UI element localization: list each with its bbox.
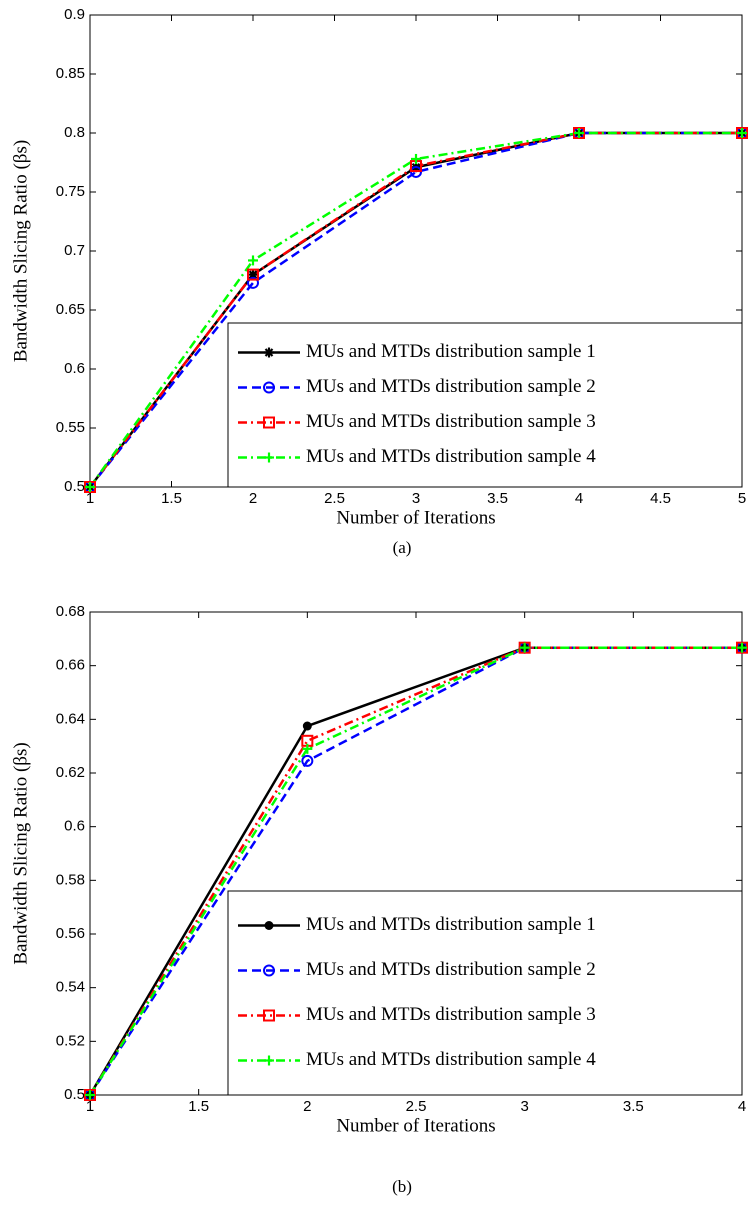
y-tick-label: 0.5 — [64, 1086, 85, 1103]
legend-box — [227, 322, 743, 488]
marker-shape — [263, 1009, 275, 1022]
marker — [301, 754, 314, 767]
marker-shape — [247, 276, 259, 289]
marker-shape — [263, 416, 275, 429]
series-line — [88, 646, 742, 1096]
marker — [263, 416, 275, 429]
y-tick-label: 0.7 — [64, 242, 85, 259]
y-tick-label: 0.85 — [56, 65, 85, 82]
legend-box — [227, 890, 743, 1096]
y-tick-label: 0.9 — [64, 6, 85, 23]
x-tick-label: 1.5 — [188, 1098, 209, 1115]
legend-label: MUs and MTDs distribution sample 2 — [306, 376, 596, 397]
marker — [247, 268, 259, 281]
x-tick-label: 4 — [575, 490, 583, 507]
legend-label: MUs and MTDs distribution sample 1 — [306, 914, 596, 935]
marker — [737, 642, 747, 653]
y-axis-label: Bandwidth Slicing Ratio (βs) — [10, 742, 31, 964]
marker-shape — [263, 381, 275, 394]
x-axis-label: Number of Iterations — [336, 507, 495, 528]
marker — [574, 128, 584, 138]
marker — [263, 381, 275, 394]
x-tick-label: 3.5 — [623, 1098, 644, 1115]
legend: MUs and MTDs distribution sample 1 MUs an… — [227, 322, 743, 488]
y-tick-label: 0.62 — [56, 764, 85, 781]
x-tick-label: 1 — [86, 490, 94, 507]
marker — [737, 128, 747, 138]
marker — [263, 964, 275, 977]
x-tick-label: 4.5 — [650, 490, 671, 507]
marker — [411, 153, 421, 164]
marker — [247, 276, 259, 289]
series-line — [88, 646, 742, 1096]
marker — [264, 1055, 274, 1066]
y-tick-label: 0.68 — [56, 603, 85, 620]
y-tick-label: 0.75 — [56, 183, 85, 200]
y-tick-label: 0.6 — [64, 360, 85, 377]
legend-label: MUs and MTDs distribution sample 4 — [306, 446, 596, 467]
x-tick-label: 2 — [249, 490, 257, 507]
caption: (a) — [393, 538, 412, 557]
y-tick-label: 0.58 — [56, 871, 85, 888]
y-tick-label: 0.64 — [56, 710, 85, 727]
y-tick-label: 0.66 — [56, 657, 85, 674]
x-tick-label: 2.5 — [406, 1098, 427, 1115]
marker — [263, 1009, 275, 1022]
marker — [264, 452, 274, 463]
x-tick-label: 2 — [303, 1098, 311, 1115]
marker — [264, 921, 274, 930]
legend-label: MUs and MTDs distribution sample 3 — [306, 1004, 596, 1025]
marker — [264, 347, 274, 358]
x-tick-label: 4 — [738, 1098, 746, 1115]
x-tick-label: 5 — [738, 490, 746, 507]
marker-shape — [264, 348, 274, 357]
x-tick-label: 2.5 — [324, 490, 345, 507]
marker-shape — [263, 964, 275, 977]
series-line — [88, 646, 742, 1096]
y-tick-label: 0.55 — [56, 419, 85, 436]
x-tick-label: 1.5 — [161, 490, 182, 507]
marker-shape — [248, 270, 258, 279]
legend-label: MUs and MTDs distribution sample 3 — [306, 411, 596, 432]
x-tick-label: 3 — [412, 490, 420, 507]
x-tick-label: 3.5 — [487, 490, 508, 507]
marker — [248, 255, 258, 266]
legend: MUs and MTDs distribution sample 1 MUs an… — [227, 890, 743, 1096]
y-tick-label: 0.65 — [56, 301, 85, 318]
y-tick-label: 0.56 — [56, 925, 85, 942]
marker-shape — [247, 268, 259, 281]
y-tick-label: 0.52 — [56, 1032, 85, 1049]
x-tick-label: 1 — [86, 1098, 94, 1115]
marker — [85, 482, 95, 492]
y-axis-label: Bandwidth Slicing Ratio (βs) — [10, 140, 31, 362]
x-axis-label: Number of Iterations — [336, 1115, 495, 1136]
x-tick-label: 3 — [520, 1098, 528, 1115]
marker-shape — [301, 754, 314, 767]
marker — [519, 642, 530, 653]
marker-shape — [302, 721, 312, 731]
marker-shape — [264, 921, 274, 930]
marker — [302, 721, 312, 731]
y-tick-label: 0.8 — [64, 124, 85, 141]
legend-label: MUs and MTDs distribution sample 1 — [306, 341, 596, 362]
legend-label: MUs and MTDs distribution sample 4 — [306, 1049, 596, 1070]
series-line — [88, 131, 742, 488]
y-tick-label: 0.54 — [56, 979, 85, 996]
y-tick-label: 0.6 — [64, 818, 85, 835]
y-tick-label: 0.5 — [64, 478, 85, 495]
marker — [85, 1090, 95, 1100]
legend-label: MUs and MTDs distribution sample 2 — [306, 959, 596, 980]
caption: (b) — [392, 1177, 412, 1196]
marker — [302, 743, 313, 754]
